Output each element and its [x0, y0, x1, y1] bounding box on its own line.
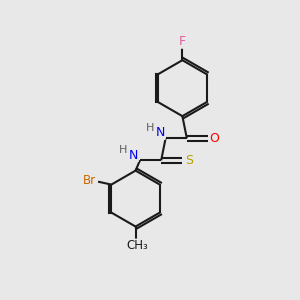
Text: Br: Br — [83, 174, 96, 187]
Text: F: F — [179, 35, 186, 48]
Text: N: N — [156, 126, 165, 140]
Text: O: O — [209, 132, 219, 145]
Text: H: H — [146, 123, 154, 133]
Text: CH₃: CH₃ — [126, 239, 148, 252]
Text: S: S — [185, 154, 193, 167]
Text: N: N — [129, 148, 138, 161]
Text: H: H — [119, 145, 128, 155]
